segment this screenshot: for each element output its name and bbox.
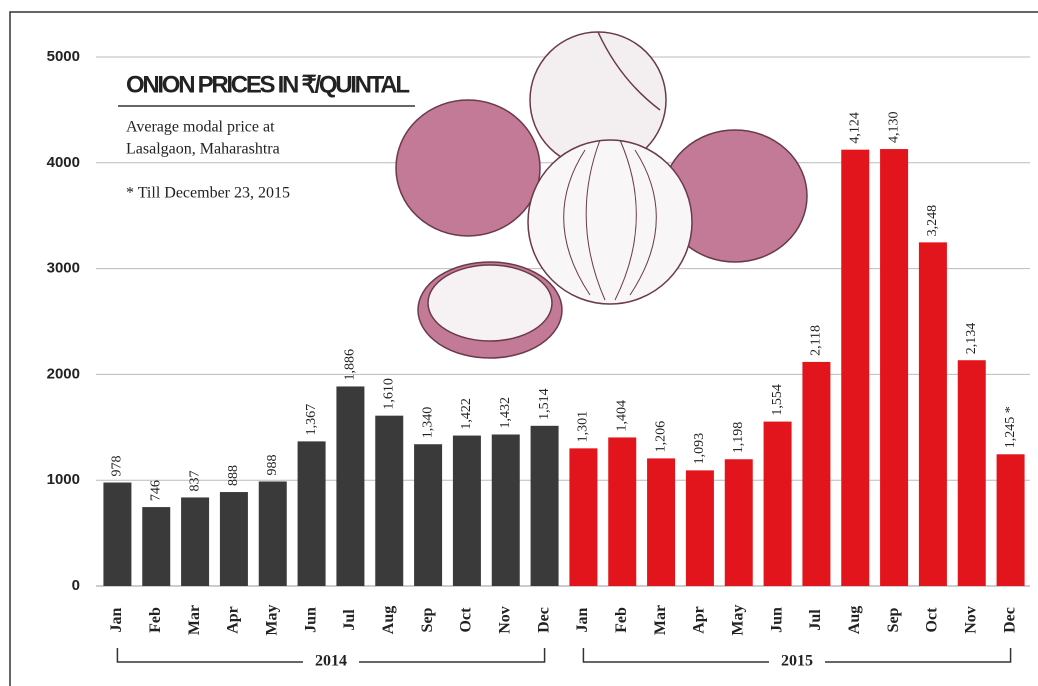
value-label: 1,404 [614,400,629,432]
x-tick-label: May [263,604,280,635]
x-tick-label: Jan [108,607,125,632]
bar [880,149,909,586]
value-label: 1,422 [459,398,474,430]
bar [336,386,365,586]
y-tick-label: 2000 [47,365,80,382]
bar [258,481,287,586]
value-label: 4,130 [886,112,901,144]
x-tick-label: May [729,604,746,635]
y-tick-label: 1000 [47,471,80,488]
bar [142,507,171,586]
value-label: 2,118 [809,325,824,356]
x-tick-label: Jun [302,607,319,633]
x-tick-label: Nov [496,606,513,634]
frame [9,11,1038,686]
bar [181,497,210,586]
value-label: 1,206 [653,421,668,453]
value-label: 1,245 * [1003,406,1018,448]
value-label: 1,610 [381,378,396,410]
bar [452,435,481,586]
bar [802,361,831,586]
y-tick-label: 0 [72,577,80,594]
x-tick-label: Oct [458,607,475,633]
chart-title: ONION PRICES IN ₹/QUINTAL [126,71,410,98]
bar [647,458,676,586]
bar [414,444,443,586]
x-tick-label: Jul [807,609,824,631]
value-label: 988 [265,454,280,475]
value-label: 1,554 [770,384,785,416]
bar [491,434,520,586]
group-label-bg [303,652,359,672]
value-label: 4,124 [847,112,862,144]
x-tick-label: Jul [341,609,358,631]
bar [103,482,132,586]
x-tick-label: Dec [535,607,552,633]
group-label: 2015 [781,653,813,670]
x-tick-label: Sep [419,607,436,632]
value-label: 1,886 [343,349,358,381]
value-label: 978 [110,456,125,477]
x-tick-label: Mar [652,605,669,635]
x-tick-label: Dec [1001,607,1018,633]
bar [530,425,559,586]
group-label: 2014 [315,653,347,670]
onion-illustration [395,31,808,359]
value-label: 2,134 [964,323,979,355]
x-tick-label: Jan [574,607,591,632]
x-tick-label: Apr [691,606,708,634]
bar [297,441,326,586]
bar [841,149,870,587]
y-tick-label: 5000 [47,48,80,65]
y-tick-label: 4000 [47,154,80,171]
bar [685,470,714,586]
x-tick-label: Aug [380,606,397,634]
bar [763,421,792,586]
x-tick-label: Apr [225,606,242,634]
value-label: 1,367 [304,404,319,436]
value-label: 746 [148,480,163,501]
bar [996,454,1025,586]
value-label: 1,301 [576,411,591,443]
subtitle: Average modal price at [126,119,275,136]
bar [918,242,947,586]
value-label: 1,093 [692,433,707,465]
subtitle: Lasalgaon, Maharashtra [126,141,280,158]
x-tick-label: Mar [186,605,203,635]
bar [219,492,248,586]
bar [375,415,404,586]
x-tick-label: Feb [147,607,164,633]
x-tick-label: Jun [768,607,785,633]
value-label: 837 [187,470,202,491]
value-label: 888 [226,465,241,486]
bar [957,360,986,586]
bar [608,437,637,586]
value-label: 1,198 [731,422,746,454]
x-tick-label: Sep [885,607,902,632]
note: * Till December 23, 2015 [126,185,290,202]
value-label: 1,432 [498,397,513,429]
x-tick-label: Nov [962,606,979,634]
x-tick-label: Oct [924,607,941,633]
value-label: 1,340 [420,407,435,439]
value-label: 3,248 [925,205,940,237]
x-tick-label: Aug [846,606,863,634]
bar [724,459,753,586]
value-label: 1,514 [537,388,552,420]
x-tick-label: Feb [613,607,630,633]
group-label-bg [769,652,825,672]
bar [569,448,598,586]
y-tick-label: 3000 [47,260,80,277]
